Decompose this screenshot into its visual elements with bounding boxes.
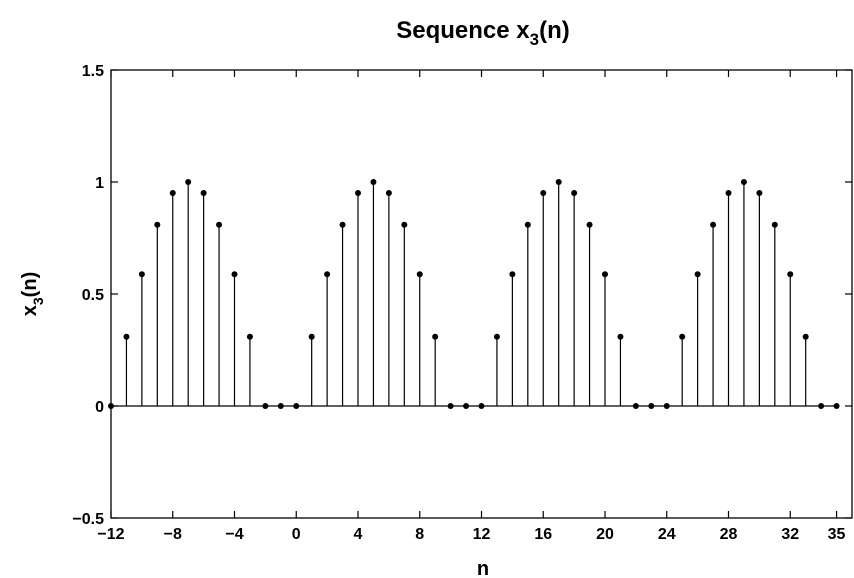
stem-marker: [262, 403, 269, 409]
stem-marker: [586, 221, 593, 228]
stem-marker: [463, 403, 470, 409]
stem-marker: [571, 189, 578, 196]
stem-marker: [123, 333, 130, 340]
y-tick-label: 0.5: [82, 287, 104, 304]
stem-marker: [648, 403, 655, 409]
stem-marker: [509, 271, 516, 278]
stem-marker: [787, 271, 794, 278]
stem-marker: [355, 189, 361, 196]
stem-marker: [216, 221, 223, 228]
stem-marker: [710, 221, 717, 228]
chart-title: Sequence x3(n): [396, 17, 570, 49]
stem-marker: [416, 271, 423, 278]
y-axis-label: x3(n): [19, 272, 46, 316]
stem-marker: [231, 271, 238, 278]
stem-marker: [478, 403, 485, 409]
stem-marker: [154, 221, 161, 228]
x-tick-label: 16: [534, 526, 552, 543]
stem-marker: [663, 403, 670, 409]
stem-marker: [679, 333, 686, 340]
x-tick-label: 20: [596, 526, 614, 543]
stem-marker: [493, 333, 500, 340]
x-tick-label: 35: [828, 526, 846, 543]
stem-marker: [540, 189, 547, 196]
stem-marker: [447, 403, 454, 409]
stem-marker: [138, 271, 145, 278]
stem-marker: [740, 179, 747, 185]
x-axis-label: n: [477, 558, 489, 578]
stem-marker: [385, 189, 392, 196]
stem-marker: [308, 333, 315, 340]
stem-marker: [246, 333, 253, 340]
x-tick-label: 28: [720, 526, 738, 543]
stem-marker: [200, 189, 207, 196]
stem-marker: [293, 403, 300, 409]
stem-marker: [694, 271, 701, 278]
stem-marker: [632, 403, 639, 409]
y-tick-label: −0.5: [72, 511, 104, 528]
x-tick-label: 4: [354, 526, 363, 543]
stem-marker: [401, 221, 408, 228]
stem-marker: [617, 333, 624, 340]
y-tick-label: 1.5: [82, 63, 104, 80]
y-tick-label: 1: [95, 175, 104, 192]
x-tick-label: 24: [658, 526, 676, 543]
stem-marker: [602, 271, 608, 278]
x-tick-label: 32: [781, 526, 799, 543]
stem-marker: [370, 179, 377, 185]
stem-series: [108, 179, 840, 409]
x-tick-label: −8: [164, 526, 182, 543]
x-tick-label: 12: [473, 526, 491, 543]
stem-marker: [802, 333, 809, 340]
stem-marker: [277, 403, 284, 409]
stem-marker: [818, 403, 825, 409]
y-axis-ticks: −0.5 0 0.5 1 1.5: [72, 63, 852, 528]
x-tick-label: −12: [97, 526, 124, 543]
stem-marker: [524, 221, 531, 228]
stem-marker: [771, 221, 778, 228]
x-axis-ticks: −12 −8 −4 0 4 8 12 16 20 24 28 32 35: [97, 70, 846, 543]
stem-marker: [185, 179, 192, 185]
stem-marker: [339, 221, 346, 228]
stem-marker: [756, 189, 763, 196]
x-tick-label: 8: [415, 526, 424, 543]
stem-marker: [324, 271, 331, 278]
stem-marker: [169, 189, 176, 196]
stem-marker: [725, 189, 732, 196]
plot-frame: [110, 69, 853, 519]
x-tick-label: −4: [225, 526, 243, 543]
stem-marker: [555, 179, 562, 185]
x-tick-label: 0: [292, 526, 301, 543]
stem-marker: [432, 333, 439, 340]
stem-marker: [833, 403, 840, 409]
y-tick-label: 0: [95, 399, 104, 416]
